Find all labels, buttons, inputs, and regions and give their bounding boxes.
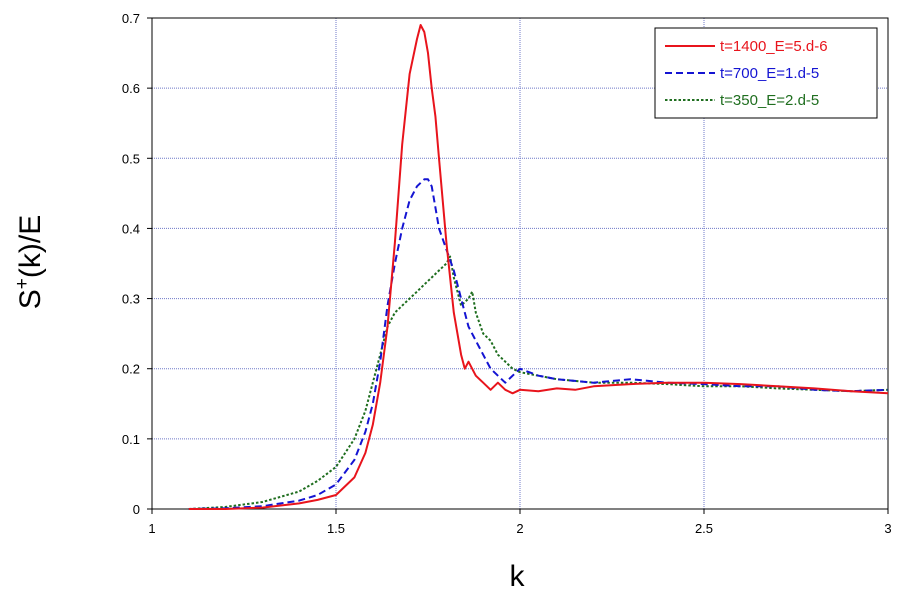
legend-label: t=700_E=1.d-5	[720, 65, 819, 82]
y-tick-label: 0	[133, 502, 140, 517]
y-tick-label: 0.4	[122, 221, 140, 236]
y-axis-title-main: S	[14, 289, 47, 309]
y-axis-title-superscript: +	[12, 278, 33, 289]
legend: t=1400_E=5.d-6 t=700_E=1.d-5 t=350_E=2.d-5	[654, 27, 878, 119]
y-axis-title: S+(k)/E	[12, 215, 47, 309]
legend-label: t=1400_E=5.d-6	[720, 38, 828, 55]
x-tick-label: 2.5	[695, 521, 713, 536]
y-tick-label: 0.3	[122, 292, 140, 307]
y-tick-label: 0.6	[122, 81, 140, 96]
y-axis-ticks: 0 0.1 0.2 0.3 0.4 0.5 0.6 0.7	[122, 11, 152, 517]
legend-items: t=1400_E=5.d-6 t=700_E=1.d-5 t=350_E=2.d-5	[665, 38, 828, 109]
x-tick-label: 1	[148, 521, 155, 536]
series-line	[188, 178, 889, 510]
y-tick-label: 0.7	[122, 11, 140, 26]
series-lines	[188, 24, 889, 510]
x-tick-label: 1.5	[327, 521, 345, 536]
y-tick-label: 0.2	[122, 362, 140, 377]
x-tick-label: 2	[516, 521, 523, 536]
x-axis-ticks: 1 1.5 2 2.5 3	[148, 509, 892, 536]
series-line	[188, 24, 889, 510]
x-axis-title: k	[510, 560, 526, 593]
y-axis-title-rest: (k)/E	[14, 215, 47, 278]
series-line	[188, 255, 889, 510]
x-tick-label: 3	[884, 521, 891, 536]
y-tick-label: 0.5	[122, 151, 140, 166]
legend-label: t=350_E=2.d-5	[720, 92, 819, 109]
y-tick-label: 0.1	[122, 432, 140, 447]
